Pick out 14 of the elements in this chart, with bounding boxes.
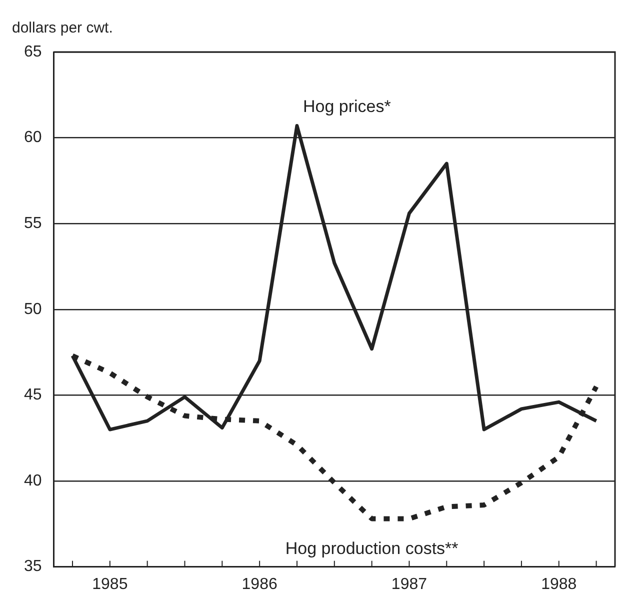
y-tick-label: 45 (24, 386, 42, 404)
x-tick-label: 1988 (541, 576, 577, 593)
series-label: Hog prices* (302, 96, 392, 116)
y-tick-label: 50 (24, 300, 42, 318)
x-tick-label: 1987 (391, 576, 428, 593)
y-tick-label: 35 (24, 558, 42, 576)
y-tick-label: 65 (24, 43, 42, 60)
y-tick-label: 40 (24, 472, 42, 490)
y-axis-title: dollars per cwt. (12, 20, 113, 37)
x-tick-label: 1985 (92, 576, 128, 593)
y-tick-label: 55 (24, 215, 42, 232)
x-tick-label: 1986 (242, 576, 278, 593)
y-tick-label: 60 (24, 129, 42, 146)
series-label: Hog production costs** (285, 538, 459, 558)
